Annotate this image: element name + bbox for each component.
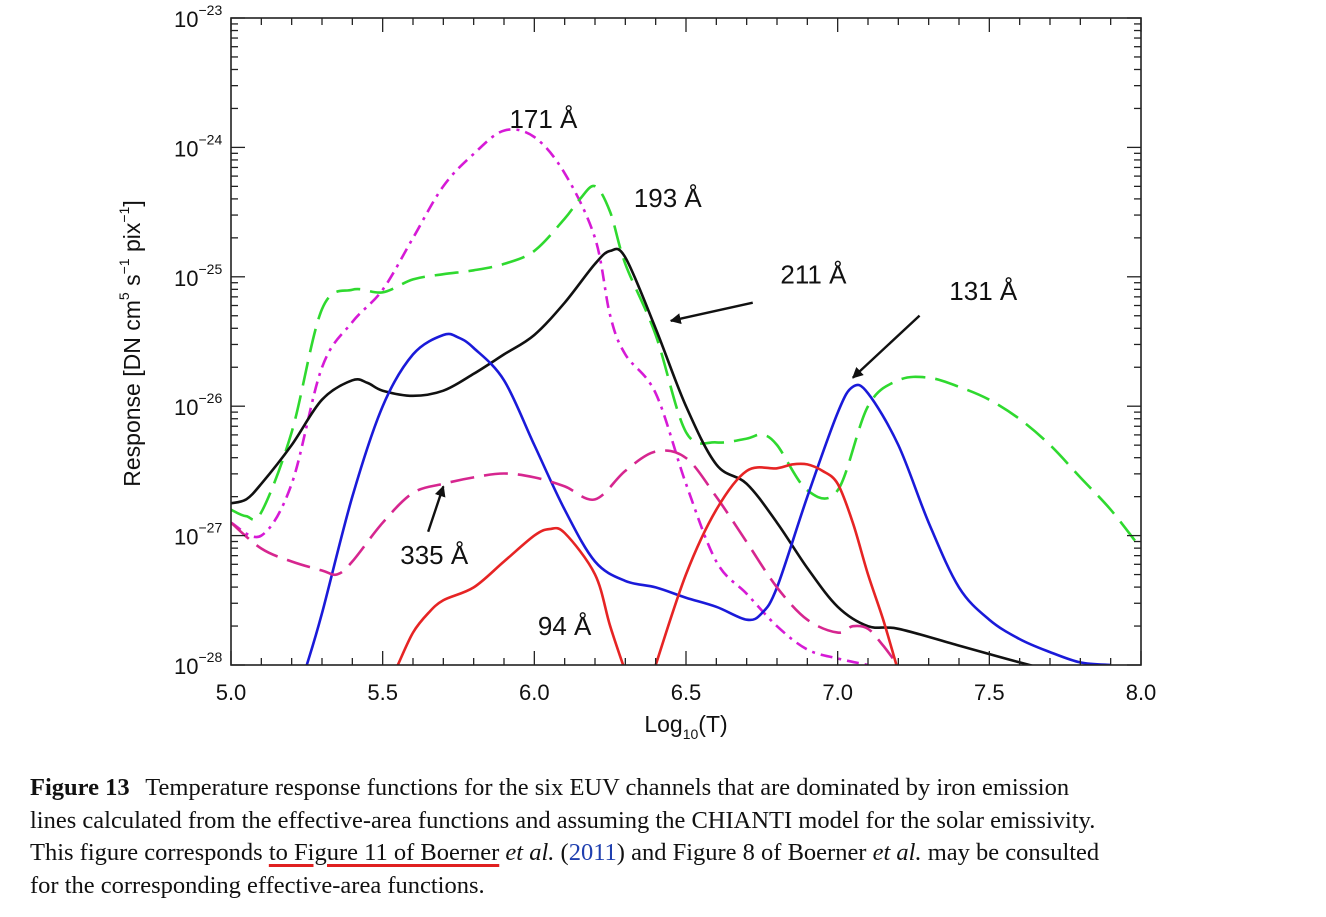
x-tick-label: 5.0 <box>216 680 247 705</box>
curve-label-94: 94 Å <box>538 611 592 641</box>
x-axis-label: Log10(T) <box>644 711 727 742</box>
y-tick-label: 10−24 <box>174 131 222 161</box>
tick-labels: 5.0 5.5 6.0 6.5 7.0 7.5 8.0 10−23 10−24 10−25 10−2… <box>174 2 1156 705</box>
caption-line-3: This figure corresponds to Figure 11 of … <box>30 837 1248 870</box>
series-line-335-4 <box>231 449 901 665</box>
curve-label-131: 131 Å <box>949 276 1018 306</box>
caption-line-1: Figure 13 Temperature response functions… <box>30 772 1248 805</box>
underlined-reference: to Figure 11 of Boerner <box>268 839 500 866</box>
label-arrow-131 <box>852 314 921 379</box>
y-tick-label: 10−23 <box>174 2 222 32</box>
curve-label-171: 171 Å <box>509 104 578 134</box>
series-line-171-0 <box>231 128 875 665</box>
figure-caption: Figure 13 Temperature response functions… <box>30 772 1248 902</box>
figure-label: Figure 13 <box>30 774 130 801</box>
series-line-94-5 <box>396 526 625 665</box>
caption-italic: et al. <box>499 839 555 866</box>
y-axis-label: Response [DN cm5 s−1 pix−1] <box>116 200 145 486</box>
caption-italic: et al. <box>872 839 922 866</box>
caption-text: may be consulted <box>921 839 1100 866</box>
x-tick-label: 5.5 <box>367 680 398 705</box>
annotation-layer: 171 Å 193 Å 211 Å 131 Å 335 Å 94 Å <box>400 104 1018 641</box>
y-tick-label: 10−28 <box>174 649 222 679</box>
label-arrow-211 <box>669 301 753 325</box>
y-tick-label: 10−26 <box>174 390 222 420</box>
curve-label-211: 211 Å <box>780 259 847 289</box>
x-tick-label: 6.0 <box>519 680 550 705</box>
tick-layer <box>230 17 1142 666</box>
curve-label-193: 193 Å <box>634 183 703 213</box>
caption-text: ( <box>554 839 569 866</box>
series-layer <box>231 128 1141 665</box>
caption-text: This figure corresponds <box>30 839 269 866</box>
caption-text: ) and Figure 8 of Boerner <box>616 839 873 866</box>
caption-text: Temperature response functions for the s… <box>145 774 1070 801</box>
y-tick-label: 10−27 <box>174 520 222 550</box>
y-tick-label: 10−25 <box>174 261 222 291</box>
caption-line-2: lines calculated from the effective-area… <box>30 806 1096 834</box>
series-line-131-3 <box>305 332 1111 665</box>
caption-line-4: for the corresponding effective-area fun… <box>30 871 485 899</box>
curve-label-335: 335 Å <box>400 540 469 570</box>
citation-year-link[interactable]: 2011 <box>568 839 617 866</box>
x-tick-label: 8.0 <box>1126 680 1157 705</box>
series-line-193-1 <box>231 184 1141 550</box>
series-line-211-2 <box>231 247 1035 665</box>
x-tick-label: 6.5 <box>671 680 702 705</box>
plot-frame <box>230 17 1142 666</box>
x-tick-label: 7.0 <box>822 680 853 705</box>
series-line-94-6 <box>654 462 898 665</box>
x-tick-label: 7.5 <box>974 680 1005 705</box>
label-arrow-335 <box>427 485 446 533</box>
temperature-response-chart: 171 Å 193 Å 211 Å 131 Å 335 Å 94 Å 5.0 5.5 6.0 6… <box>116 2 1156 742</box>
